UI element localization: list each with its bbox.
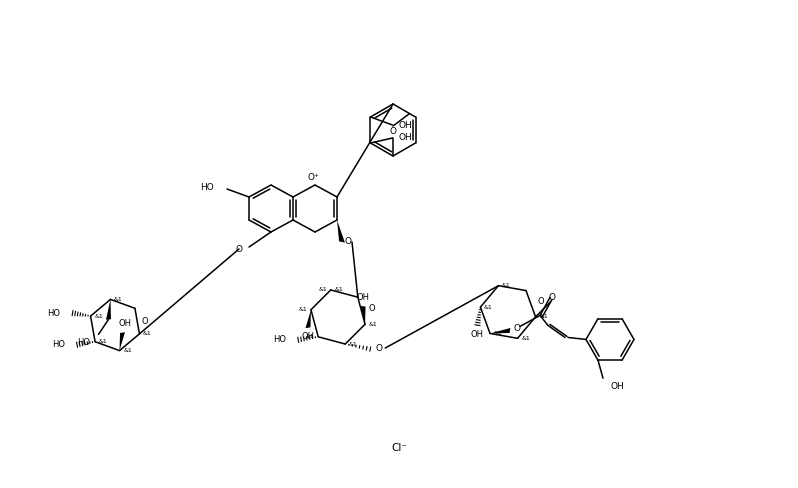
Text: &1: &1 [114,297,123,302]
Text: OH: OH [398,134,413,142]
Text: O: O [548,293,555,302]
Text: O: O [513,324,520,333]
Text: &1: &1 [349,342,358,346]
Text: HO: HO [77,338,90,347]
Polygon shape [106,300,111,320]
Polygon shape [306,310,311,328]
Text: &1: &1 [123,348,132,353]
Text: HO: HO [48,308,61,318]
Text: OH: OH [398,121,413,129]
Text: OH: OH [471,329,484,339]
Text: HO: HO [273,335,286,345]
Text: OH: OH [118,319,131,328]
Text: &1: &1 [502,283,511,288]
Text: O: O [368,304,375,313]
Text: O: O [538,297,544,306]
Text: HO: HO [52,340,65,349]
Text: &1: &1 [334,287,343,292]
Text: O: O [142,317,148,325]
Text: O: O [236,244,243,253]
Text: &1: &1 [298,307,307,312]
Text: &1: &1 [494,331,503,336]
Text: HO: HO [200,183,214,192]
Text: OH: OH [357,293,369,302]
Text: OH: OH [302,332,314,341]
Text: &1: &1 [99,339,108,344]
Text: &1: &1 [539,314,548,319]
Text: &1: &1 [306,334,314,339]
Polygon shape [361,306,365,324]
Text: &1: &1 [369,322,377,327]
Text: O: O [345,238,351,246]
Polygon shape [337,220,345,243]
Text: O: O [389,126,397,136]
Text: &1: &1 [143,331,152,336]
Text: &1: &1 [521,336,530,341]
Polygon shape [490,328,511,333]
Text: &1: &1 [94,314,103,319]
Text: O⁺: O⁺ [307,174,319,183]
Text: Cl⁻: Cl⁻ [391,443,407,453]
Text: &1: &1 [318,287,327,292]
Text: OH: OH [610,382,624,391]
Text: &1: &1 [484,305,493,310]
Polygon shape [120,332,125,350]
Text: O: O [376,344,383,352]
